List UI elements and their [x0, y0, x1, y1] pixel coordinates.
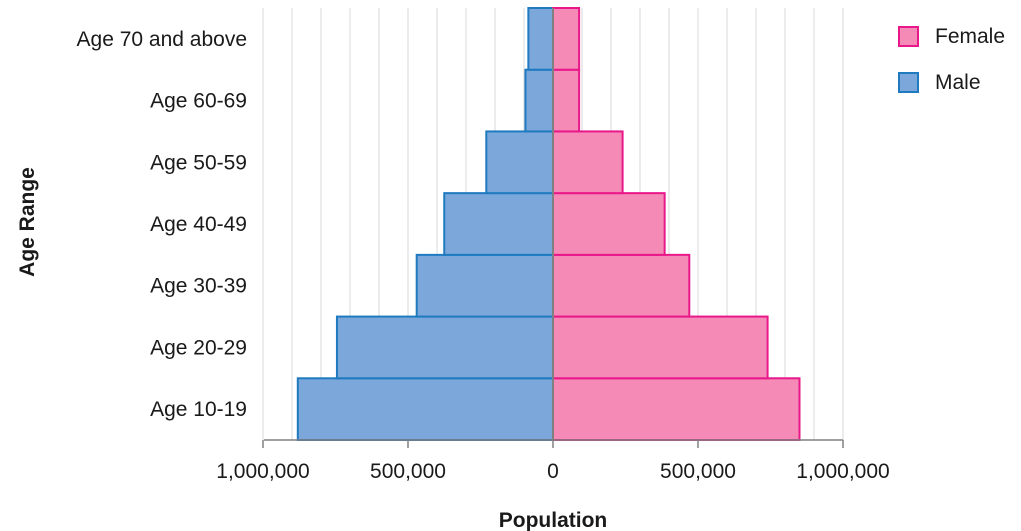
category-label: Age 20-29 [150, 336, 247, 359]
x-tick-label: 500,000 [370, 460, 446, 483]
legend-label-male: Male [935, 71, 981, 94]
bar-female-age-20-29 [552, 315, 769, 380]
category-label: Age 60-69 [150, 90, 247, 113]
legend-label-female: Female [935, 25, 1005, 48]
x-tick-labels: 1,000,000 500,000 0 500,000 1,000,000 [216, 460, 889, 483]
x-tick-label: 500,000 [660, 460, 736, 483]
bar-male-age-70-and-above [527, 7, 554, 71]
category-label: Age 40-49 [150, 213, 247, 236]
x-axis-title: Population [499, 509, 608, 531]
bar-female-age-60-69 [552, 68, 581, 133]
x-tick-label: 1,000,000 [216, 460, 309, 483]
bar-female-age-50-59 [552, 130, 624, 195]
legend: Female Male [898, 25, 1005, 94]
bar-male-age-20-29 [335, 315, 555, 380]
bar-male-age-60-69 [524, 68, 555, 133]
bar-female-age-10-19 [552, 377, 801, 441]
category-labels: Age 10-19 Age 20-29 Age 30-39 Age 40-49 Age … [77, 28, 247, 421]
bar-male-age-10-19 [296, 377, 554, 441]
category-label: Age 50-59 [150, 151, 247, 174]
bar-male-age-30-39 [415, 253, 555, 318]
category-label: Age 30-39 [150, 275, 247, 298]
bar-female-age-40-49 [552, 192, 666, 256]
category-label: Age 70 and above [77, 28, 247, 51]
bar-male-age-40-49 [443, 192, 554, 256]
bar-female-age-70-and-above [552, 7, 581, 71]
bar-female-age-30-39 [552, 253, 691, 318]
x-tick-label: 1,000,000 [796, 460, 889, 483]
bars-group [296, 7, 801, 441]
legend-swatch-male [898, 72, 919, 93]
legend-swatch-female [898, 26, 919, 47]
y-axis-title: Age Range [16, 167, 39, 277]
category-label: Age 10-19 [150, 398, 247, 421]
bar-male-age-50-59 [485, 130, 554, 195]
x-tick-label: 0 [547, 460, 559, 483]
axes-group [262, 8, 844, 448]
